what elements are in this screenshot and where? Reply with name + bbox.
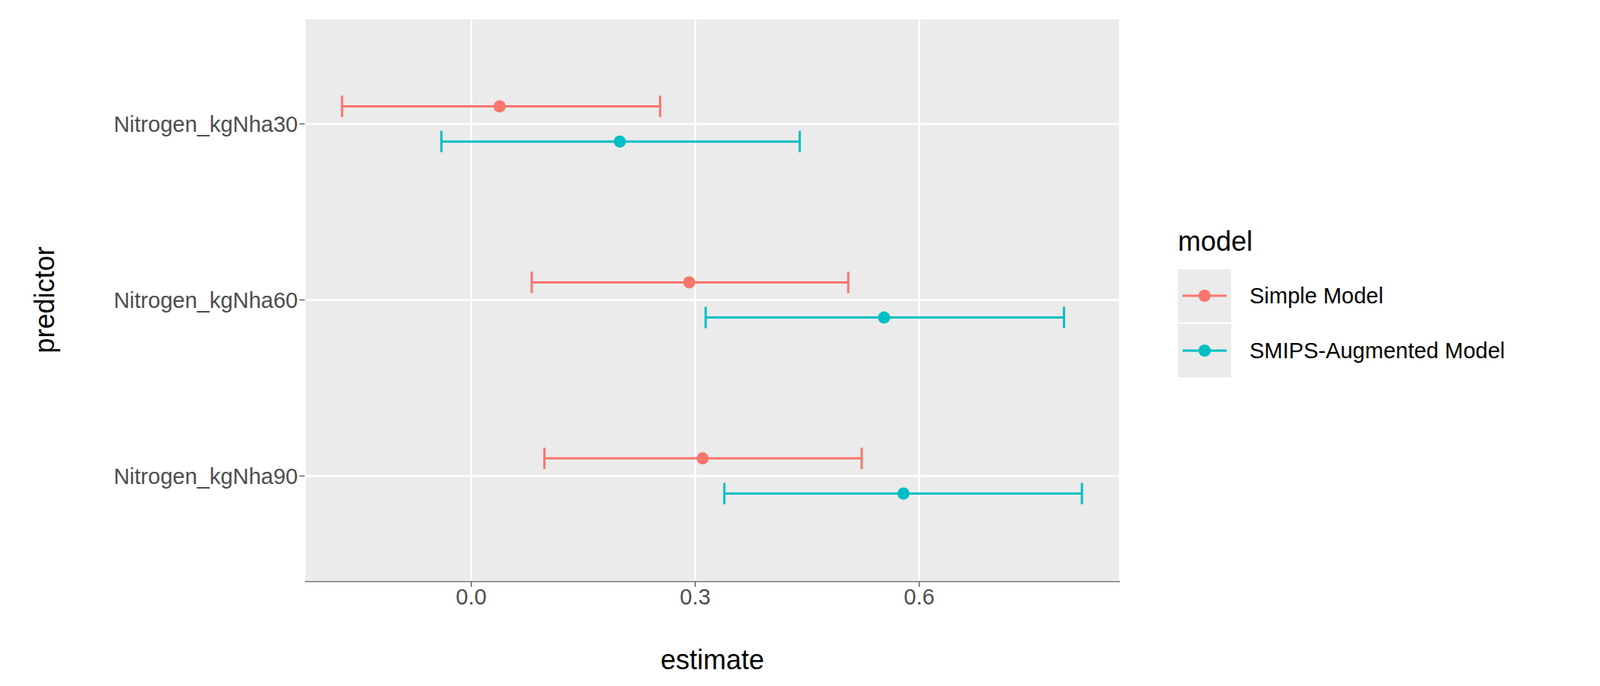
svg-text:0.3: 0.3 — [679, 584, 711, 609]
svg-text:Nitrogen_kgNha90: Nitrogen_kgNha90 — [113, 464, 298, 489]
svg-text:Nitrogen_kgNha30: Nitrogen_kgNha30 — [113, 112, 298, 137]
html-text:model: model — [1177, 225, 1253, 257]
svg-text:0.0: 0.0 — [455, 584, 487, 609]
svg-text:0.6: 0.6 — [903, 584, 935, 609]
html-text:Simple Model: Simple Model — [1249, 283, 1384, 308]
svg-text:estimate: estimate — [660, 643, 765, 676]
svg-text:Nitrogen_kgNha60: Nitrogen_kgNha60 — [113, 288, 298, 313]
html-text:SMIPS-Augmented Model: SMIPS-Augmented Model — [1249, 337, 1505, 363]
svg-text:predictor: predictor — [28, 246, 61, 353]
